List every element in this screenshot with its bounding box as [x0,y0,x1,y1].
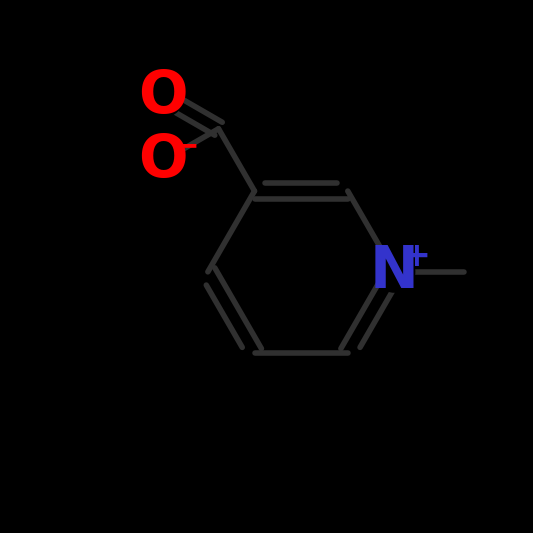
Circle shape [143,77,183,117]
Text: −: − [172,130,199,162]
Text: O: O [139,68,188,125]
Text: +: + [403,240,431,273]
Text: N: N [370,244,419,300]
Circle shape [374,252,415,292]
Text: O: O [139,132,188,189]
Circle shape [143,141,183,181]
